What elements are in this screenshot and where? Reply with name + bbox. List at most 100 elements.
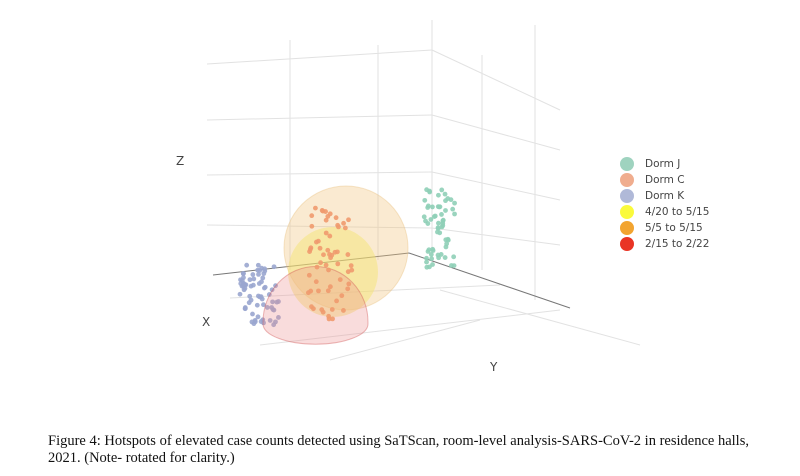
scatter-3d-plot[interactable]: Z X Y — [0, 0, 800, 420]
legend-marker-icon — [620, 173, 634, 187]
data-point — [323, 262, 329, 268]
figure-caption: Figure 4: Hotspots of elevated case coun… — [48, 433, 749, 466]
data-point — [443, 208, 448, 213]
series-dorm-j — [421, 187, 457, 270]
data-point — [325, 288, 331, 294]
data-point — [442, 255, 448, 260]
data-point — [327, 284, 333, 290]
data-point — [273, 283, 278, 289]
data-point — [442, 191, 448, 197]
data-point — [271, 264, 277, 270]
data-point — [439, 212, 444, 217]
legend: Dorm J Dorm C Dorm K 4/20 to 5/15 5/5 to 5/1… — [620, 156, 709, 252]
data-point — [311, 306, 316, 312]
legend-item[interactable]: Dorm K — [620, 188, 709, 204]
data-point — [348, 263, 354, 269]
data-point — [242, 282, 247, 288]
data-point — [336, 224, 341, 230]
axis-lines — [212, 252, 571, 309]
data-point — [276, 315, 281, 320]
data-point — [314, 264, 320, 270]
data-point — [313, 279, 319, 285]
legend-marker-icon — [620, 221, 634, 235]
data-point — [339, 293, 345, 299]
data-point — [306, 272, 312, 278]
data-point — [436, 255, 442, 261]
data-point — [307, 249, 312, 254]
data-point — [424, 255, 429, 261]
data-point — [258, 319, 264, 324]
data-point — [450, 206, 456, 212]
data-point — [452, 211, 457, 217]
legend-item[interactable]: Dorm C — [620, 172, 709, 188]
data-point — [342, 225, 348, 231]
data-point — [237, 291, 243, 297]
data-point — [328, 255, 334, 261]
data-point — [421, 214, 427, 220]
data-point — [257, 268, 263, 273]
data-point — [346, 281, 352, 287]
data-point — [422, 197, 428, 203]
legend-label: 4/20 to 5/15 — [645, 206, 710, 218]
data-point — [316, 288, 321, 294]
data-point — [254, 302, 260, 308]
legend-item[interactable]: Dorm J — [620, 156, 709, 172]
legend-item[interactable]: 4/20 to 5/15 — [620, 204, 709, 220]
data-point — [341, 220, 346, 226]
data-point — [242, 305, 248, 310]
data-point — [241, 287, 247, 293]
data-point — [345, 286, 351, 292]
data-point — [308, 288, 314, 294]
data-point — [309, 223, 315, 229]
data-point — [319, 307, 325, 313]
legend-marker-icon — [620, 189, 634, 203]
legend-item[interactable]: 2/15 to 2/22 — [620, 236, 709, 252]
data-point — [317, 245, 323, 251]
data-point — [424, 259, 429, 265]
data-point — [438, 252, 444, 257]
z-axis-label: Z — [176, 154, 184, 168]
legend-label: Dorm K — [645, 190, 685, 202]
legend-marker-icon — [620, 237, 634, 251]
data-point — [256, 281, 262, 286]
data-point — [424, 264, 430, 270]
data-point — [430, 262, 435, 267]
data-point — [240, 271, 246, 277]
data-point — [244, 262, 250, 268]
data-point — [429, 256, 435, 262]
series-dorm-k — [237, 262, 281, 328]
data-point — [323, 209, 328, 214]
data-point — [428, 252, 434, 257]
data-point — [335, 261, 341, 267]
x-axis-label: X — [202, 315, 210, 329]
data-point — [337, 277, 343, 282]
data-point — [428, 217, 434, 222]
data-point — [264, 305, 270, 310]
data-point — [262, 266, 268, 272]
data-point — [313, 205, 318, 211]
data-point — [325, 247, 331, 253]
data-point — [313, 239, 319, 245]
data-point — [327, 233, 333, 239]
y-axis-label: Y — [489, 360, 498, 374]
data-point — [425, 203, 431, 209]
data-point — [323, 217, 329, 223]
data-point — [318, 260, 323, 266]
data-point — [266, 292, 272, 297]
data-point — [345, 269, 351, 275]
legend-marker-icon — [620, 205, 634, 219]
data-point — [445, 236, 451, 242]
legend-item[interactable]: 5/5 to 5/15 — [620, 220, 709, 236]
data-point — [334, 298, 339, 304]
data-point — [247, 293, 253, 299]
data-point — [256, 271, 261, 277]
legend-label: Dorm J — [645, 158, 681, 170]
data-point — [239, 278, 245, 283]
data-point — [326, 267, 331, 273]
data-point — [267, 318, 273, 323]
data-point — [345, 252, 351, 257]
data-point — [332, 249, 338, 255]
data-point — [424, 187, 430, 193]
legend-label: 5/5 to 5/15 — [645, 222, 703, 234]
data-point — [435, 225, 441, 231]
